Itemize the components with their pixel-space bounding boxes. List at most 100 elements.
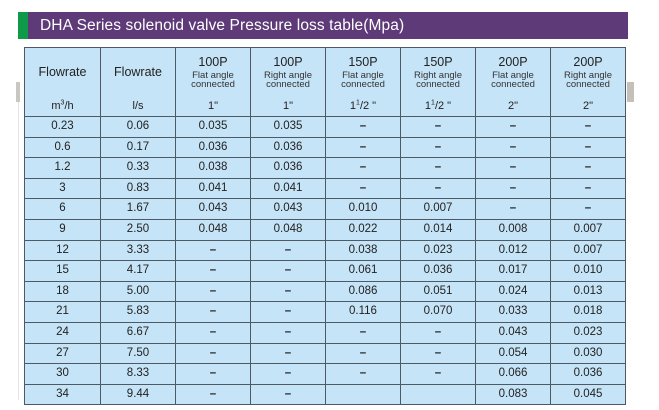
valve-model: 150P	[348, 54, 378, 69]
unit-m3h-base: m	[51, 100, 61, 112]
size-rest: /2 "	[359, 100, 377, 112]
cell-pressure-loss: 0.036	[550, 363, 626, 385]
table-row: 34 9.44– –0.083 0.045	[24, 383, 626, 406]
cell-flowrate-ls: 0.17	[100, 136, 176, 159]
valve-model: 200P	[573, 54, 603, 69]
header-row: Flowrate Flowrate 100P Flat angle connecte…	[24, 47, 626, 97]
size-main: 1	[424, 100, 432, 112]
cell-pressure-loss: 0.070	[400, 301, 476, 323]
header-valve-3: 150P Right angle connected	[400, 47, 476, 97]
table-row: 21 5.83– –0.116 0.070 0.033 0.018	[24, 301, 626, 323]
cell-pressure-loss: –	[175, 383, 251, 406]
cell-pressure-loss: 0.043	[250, 198, 326, 220]
header-valve-5: 200P Right angle connected	[550, 47, 626, 97]
cell-pressure-loss: –	[175, 363, 251, 385]
valve-connection-line2: connected	[191, 79, 235, 91]
cell-pressure-loss: 0.023	[550, 321, 626, 344]
cell-flowrate-ls: 9.44	[100, 383, 176, 406]
cell-pressure-loss: 0.008	[475, 218, 551, 241]
cell-pressure-loss: 0.010	[550, 260, 626, 282]
cell-pressure-loss: 0.036	[250, 136, 326, 159]
cell-pressure-loss: –	[325, 342, 401, 365]
cell-flowrate-ls: 3.33	[100, 239, 176, 262]
cell-pressure-loss: 0.024	[475, 280, 551, 303]
table-row: 9 2.50 0.048 0.048 0.022 0.014 0.008 0.007	[24, 218, 626, 241]
cell-pressure-loss: 0.038	[325, 239, 401, 262]
cell-pressure-loss: –	[175, 321, 251, 344]
cell-pressure-loss: –	[400, 136, 476, 159]
cell-flowrate-m3h: 9	[24, 218, 101, 241]
cell-pressure-loss: –	[250, 280, 326, 303]
cell-pressure-loss: 0.083	[475, 383, 551, 406]
cell-flowrate-m3h: 0.23	[24, 116, 101, 138]
valve-model: 150P	[423, 54, 453, 69]
cell-flowrate-ls: 0.83	[100, 177, 176, 200]
valve-model: 100P	[273, 54, 303, 69]
cell-flowrate-ls: 5.00	[100, 280, 176, 303]
cell-pressure-loss: –	[550, 157, 626, 179]
unit-ls: l/s	[100, 97, 176, 117]
size-main: 2"	[507, 100, 519, 112]
header-valve-2: 150P Flat angle connected	[325, 47, 401, 97]
cell-pressure-loss: –	[250, 342, 326, 365]
page-title: DHA Series solenoid valve Pressure loss …	[40, 16, 405, 34]
cell-pressure-loss: –	[475, 136, 551, 159]
cell-pressure-loss: –	[250, 363, 326, 385]
cell-pressure-loss: 0.043	[475, 321, 551, 344]
cell-pressure-loss	[400, 383, 476, 406]
cell-pressure-loss: –	[175, 301, 251, 323]
cell-pressure-loss: –	[250, 260, 326, 282]
cell-flowrate-m3h: 0.6	[24, 136, 101, 159]
cell-pressure-loss: –	[325, 136, 401, 159]
cell-pressure-loss: 0.048	[175, 218, 251, 241]
header-valve-0: 100P Flat angle connected	[175, 47, 251, 97]
cell-flowrate-ls: 5.83	[100, 301, 176, 323]
cell-pressure-loss: 0.036	[250, 157, 326, 179]
cell-pressure-loss: 0.012	[475, 239, 551, 262]
cell-pressure-loss: 0.035	[175, 116, 251, 138]
cell-pressure-loss: –	[250, 301, 326, 323]
cell-pressure-loss: 0.017	[475, 260, 551, 282]
title-bar: DHA Series solenoid valve Pressure loss …	[18, 12, 628, 39]
cell-flowrate-ls: 8.33	[100, 363, 176, 385]
cell-pressure-loss: –	[550, 177, 626, 200]
title-accent-strip	[18, 12, 28, 39]
cell-pressure-loss: –	[325, 177, 401, 200]
header-size-4: 2"	[475, 97, 551, 117]
cell-flowrate-ls: 2.50	[100, 218, 176, 241]
cell-pressure-loss: –	[325, 363, 401, 385]
cell-flowrate-m3h: 27	[24, 342, 101, 365]
cell-flowrate-ls: 7.50	[100, 342, 176, 365]
cell-pressure-loss: 0.007	[550, 218, 626, 241]
cell-flowrate-m3h: 1.2	[24, 157, 101, 179]
table-row: 6 1.67 0.043 0.043 0.010 0.007– –	[24, 198, 626, 220]
header-size-0: 1"	[175, 97, 251, 117]
table-row: 24 6.67– – – –0.043 0.023	[24, 321, 626, 344]
cell-pressure-loss: –	[400, 342, 476, 365]
right-edge-tab	[627, 82, 634, 102]
cell-pressure-loss: 0.010	[325, 198, 401, 220]
cell-pressure-loss: 0.030	[550, 342, 626, 365]
unit-m3h-rest: /h	[64, 100, 74, 112]
cell-pressure-loss: 0.007	[400, 198, 476, 220]
table-row: 18 5.00– –0.086 0.051 0.024 0.013	[24, 280, 626, 303]
cell-pressure-loss: –	[400, 321, 476, 344]
size-main: 2"	[582, 100, 594, 112]
header-size-2: 11/2 "	[325, 97, 401, 117]
header-flowrate-ls: Flowrate	[100, 47, 176, 97]
table-row: 3 0.83 0.041 0.041– – – –	[24, 177, 626, 200]
cell-pressure-loss: 0.054	[475, 342, 551, 365]
table-row: 0.23 0.06 0.035 0.035– – – –	[24, 116, 626, 138]
cell-pressure-loss: –	[250, 239, 326, 262]
cell-pressure-loss: –	[400, 177, 476, 200]
header-size-1: 1"	[250, 97, 326, 117]
header-size-5: 2"	[550, 97, 626, 117]
cell-pressure-loss: –	[175, 280, 251, 303]
unit-m3h-sup: 3	[60, 99, 65, 107]
table-row: 15 4.17– –0.061 0.036 0.017 0.010	[24, 260, 626, 282]
valve-connection-line2: connected	[416, 79, 460, 91]
cell-flowrate-m3h: 6	[24, 198, 101, 220]
cell-pressure-loss: 0.116	[325, 301, 401, 323]
cell-pressure-loss: –	[175, 260, 251, 282]
valve-connection-line1: Flat angle	[192, 70, 234, 82]
